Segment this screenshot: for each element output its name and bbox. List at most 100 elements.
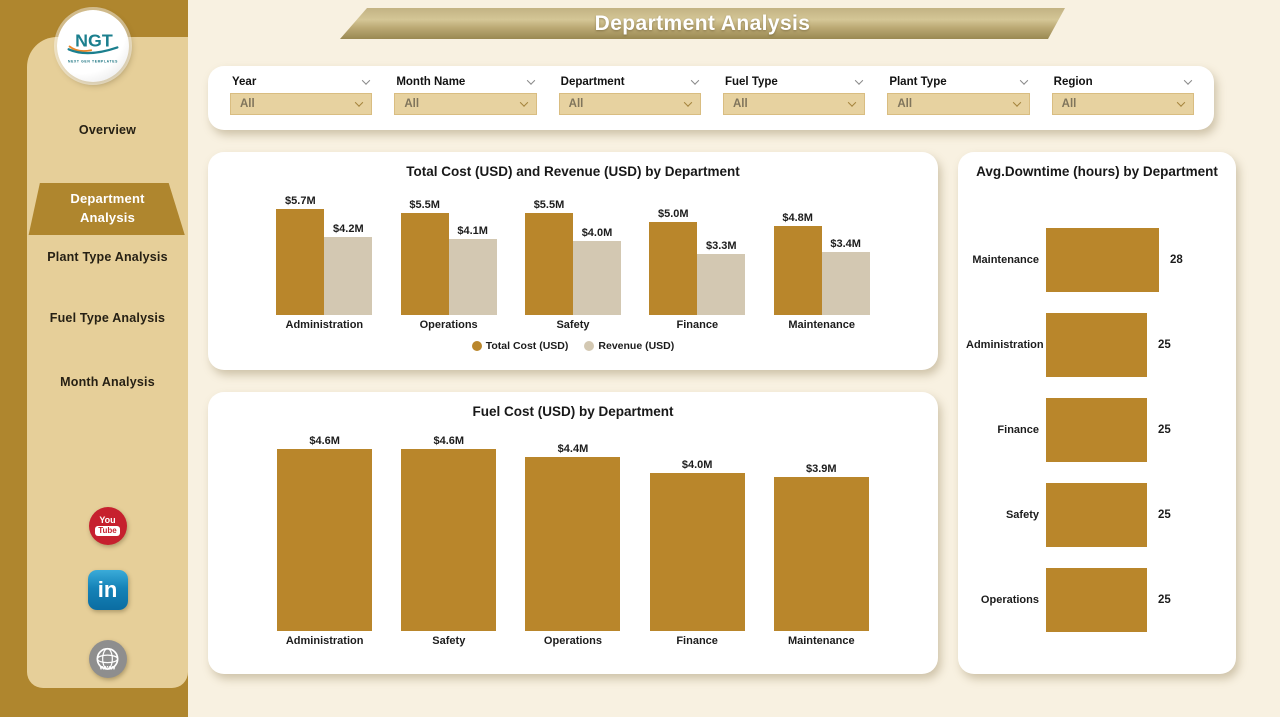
fuel-cost-bar[interactable] [401, 449, 497, 631]
downtime-bar[interactable] [1046, 227, 1159, 292]
svg-text:www: www [99, 664, 117, 671]
fuel-cost-bar[interactable] [649, 473, 745, 631]
slicer-label: Region [1053, 76, 1093, 88]
youtube-icon[interactable]: You Tube [27, 507, 188, 545]
slicer-fuel-dropdown[interactable]: All [722, 93, 866, 115]
fuel-plot-area: $4.6M $4.6M $4.4M $4.0M $3.9M [208, 431, 938, 631]
chart-title: Total Cost (USD) and Revenue (USD) by De… [406, 164, 740, 179]
chart-title: Fuel Cost (USD) by Department [472, 404, 674, 419]
category-label: Safety [556, 319, 590, 331]
chevron-down-icon[interactable] [690, 76, 700, 85]
category-axis: Administration Safety Operations Finance… [208, 635, 938, 647]
sidebar-item-fuel-type-analysis[interactable]: Fuel Type Analysis [49, 311, 166, 325]
category-axis: Administration Operations Safety Finance… [208, 319, 938, 331]
total-cost-bar[interactable] [773, 226, 822, 315]
slicer-value: All [897, 98, 913, 110]
fuel-cost-bar[interactable] [525, 457, 621, 631]
linkedin-text: in [97, 577, 118, 602]
category-label: Safety [1005, 508, 1039, 521]
page-header-banner: Department Analysis [340, 8, 1065, 39]
downtime-row-administration: Administration 25 [958, 302, 1236, 387]
ngt-logo-art: NGT NEXT GEN TEMPLATES [67, 30, 119, 63]
revenue-bar[interactable] [572, 241, 621, 315]
slicer-fuel-type: Fuel Type All [722, 75, 866, 120]
bar-value-label: $4.0M [581, 227, 613, 239]
chevron-down-icon[interactable] [1019, 76, 1028, 85]
chevron-down-icon[interactable] [362, 76, 371, 85]
bar-value-label: 25 [1158, 423, 1171, 436]
category-label: Operations [980, 593, 1039, 606]
bar-value-label: 25 [1158, 593, 1171, 606]
category-label: Operations [543, 635, 602, 647]
revenue-bar[interactable] [448, 239, 497, 315]
slicer-department-header: Department [559, 75, 701, 93]
downtime-bar[interactable] [1046, 482, 1147, 547]
downtime-row-safety: Safety 25 [958, 472, 1236, 557]
slicer-label: Plant Type [889, 76, 947, 88]
downtime-bar[interactable] [1046, 312, 1147, 377]
bar-value-label: $4.2M [333, 223, 364, 235]
revenue-bar[interactable] [697, 254, 746, 315]
category-label: Administration [966, 338, 1044, 351]
chevron-down-icon[interactable] [1183, 76, 1193, 85]
bar-value-label: $3.9M [805, 463, 837, 475]
chart-total-cost-revenue: Total Cost (USD) and Revenue (USD) by De… [208, 152, 938, 370]
slicer-department-dropdown[interactable]: All [558, 93, 701, 115]
slicer-region-dropdown[interactable]: All [1051, 93, 1194, 115]
svg-text:NGT: NGT [75, 30, 113, 50]
chevron-down-icon [519, 98, 528, 107]
fuel-cost-bar[interactable] [773, 477, 869, 631]
chevron-down-icon[interactable] [526, 76, 535, 85]
ngt-logo: NGT NEXT GEN TEMPLATES [57, 10, 129, 82]
slicer-region-header: Region [1052, 75, 1194, 93]
legend-dot-tan [584, 341, 595, 351]
category-label: Administration [285, 319, 364, 331]
revenue-bar[interactable] [324, 237, 373, 315]
revenue-bar[interactable] [821, 252, 870, 315]
slicer-plant-type: Plant Type All [887, 75, 1030, 120]
slicer-label: Department [560, 76, 625, 88]
fuel-cost-bar[interactable] [277, 449, 373, 631]
linkedin-icon[interactable]: in [27, 570, 188, 610]
slicer-month-dropdown[interactable]: All [394, 93, 537, 115]
bar-group-finance: $5.0M $3.3M [649, 208, 746, 315]
sidebar: Overview Department Analysis Plant Type … [27, 37, 188, 688]
page-title: Department Analysis [594, 11, 811, 35]
chart-title: Avg.Downtime (hours) by Department [976, 164, 1218, 179]
sidebar-item-month-analysis[interactable]: Month Analysis [60, 375, 155, 389]
total-cost-bar[interactable] [276, 209, 325, 315]
bar-value-label: $4.4M [557, 443, 589, 455]
category-label: Finance [676, 319, 719, 331]
legend-item-revenue[interactable]: Revenue (USD) [584, 340, 674, 352]
chevron-down-icon[interactable] [855, 76, 864, 85]
total-cost-bar[interactable] [649, 222, 698, 315]
sidebar-item-department-analysis[interactable]: Department Analysis [28, 183, 185, 235]
bar-value-label: 25 [1158, 338, 1171, 351]
slicer-plant-dropdown[interactable]: All [887, 93, 1030, 115]
chevron-down-icon [1176, 98, 1186, 107]
svg-text:NEXT GEN TEMPLATES: NEXT GEN TEMPLATES [68, 59, 118, 63]
slicer-month-name: Month Name All [394, 75, 537, 120]
slicer-year-dropdown[interactable]: All [230, 93, 373, 115]
sidebar-item-overview[interactable]: Overview [78, 123, 137, 137]
total-cost-bar[interactable] [400, 213, 449, 315]
website-globe-icon[interactable]: www [27, 640, 188, 678]
legend-item-total-cost[interactable]: Total Cost (USD) [471, 340, 568, 352]
slicer-month-header: Month Name [394, 75, 536, 93]
total-cost-bar[interactable] [524, 213, 573, 315]
bar-group-administration: $5.7M $4.2M [276, 195, 373, 315]
chevron-down-icon [683, 98, 693, 107]
youtube-text: You [99, 515, 116, 525]
slicer-label: Year [232, 76, 257, 88]
downtime-row-finance: Finance 25 [958, 387, 1236, 472]
slicer-label: Fuel Type [724, 76, 778, 88]
downtime-bar[interactable] [1046, 397, 1147, 462]
bar-value-label: $4.6M [433, 435, 465, 447]
downtime-bar[interactable] [1046, 567, 1147, 632]
chart-fuel-cost: Fuel Cost (USD) by Department $4.6M $4.6… [208, 392, 938, 674]
filter-bar: Year All Month Name All Department All [208, 66, 1214, 130]
sidebar-item-plant-type-analysis[interactable]: Plant Type Analysis [47, 250, 168, 264]
bar-value-label: $4.6M [309, 435, 340, 447]
bar-value-label: $5.5M [533, 199, 565, 211]
